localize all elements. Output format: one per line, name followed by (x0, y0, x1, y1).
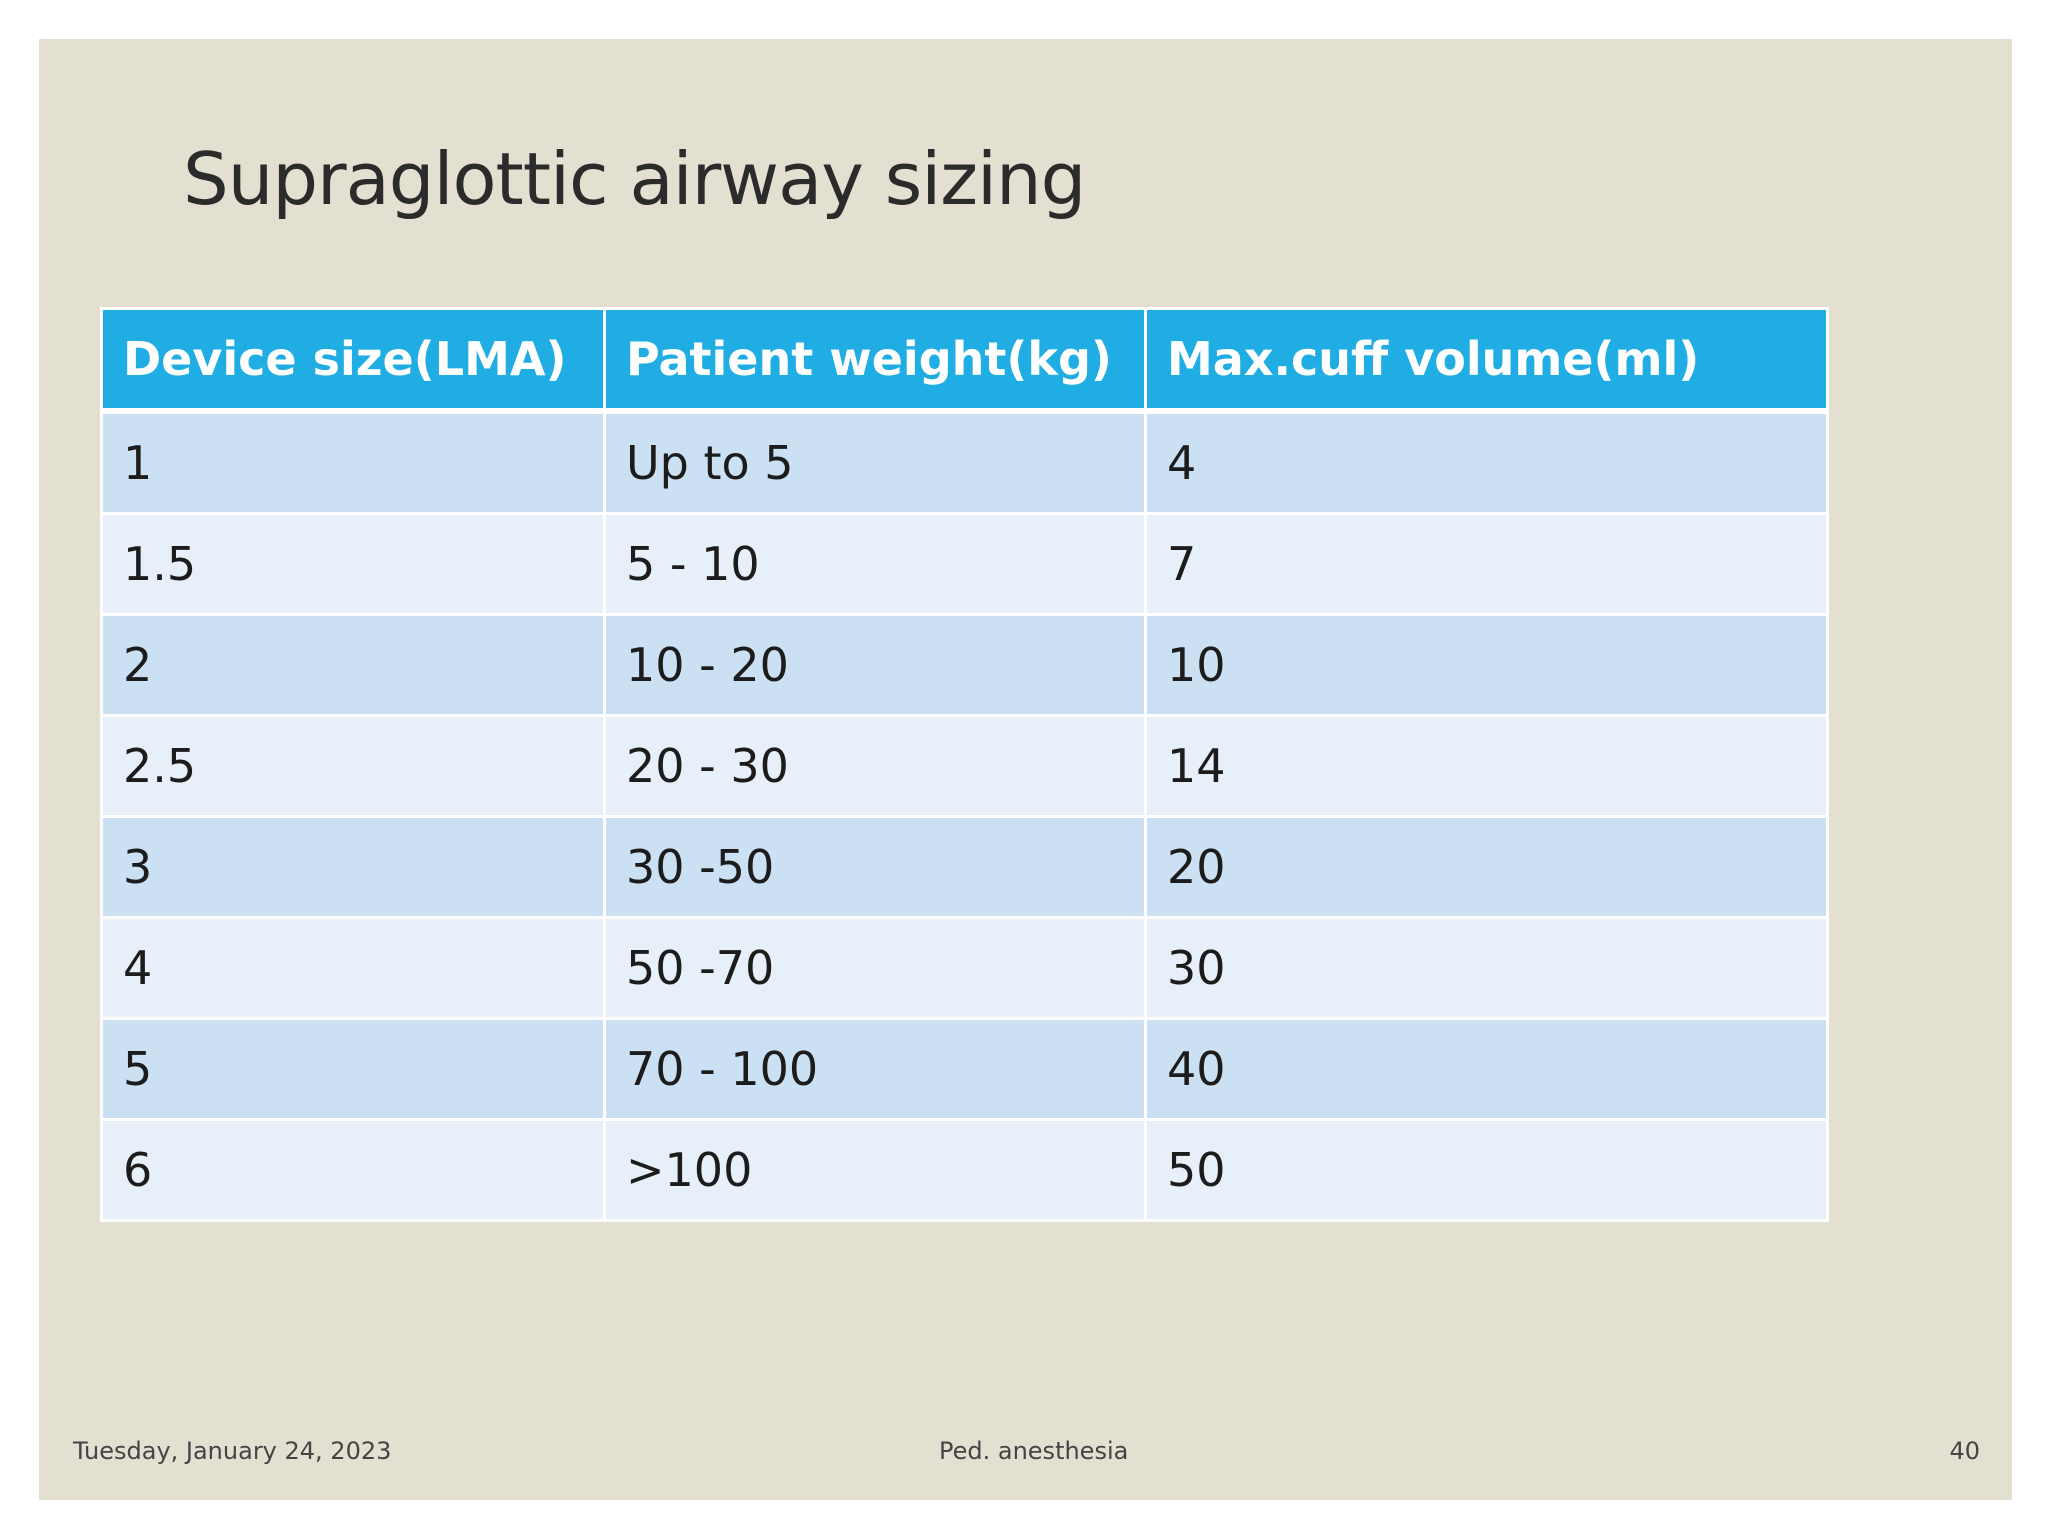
cuff-volume-cell: 4 (1144, 409, 1829, 515)
cuff-volume-cell: 50 (1144, 1118, 1829, 1222)
cuff-volume-cell: 30 (1144, 916, 1829, 1020)
cuff-volume-cell: 40 (1144, 1017, 1829, 1121)
sizing-table: Device size(LMA) Patient weight(kg) Max.… (100, 307, 1829, 1222)
table-header-row: Device size(LMA) Patient weight(kg) Max.… (100, 307, 1829, 414)
device-size-cell: 6 (100, 1118, 606, 1222)
patient-weight-cell: Up to 5 (603, 409, 1147, 515)
table-row: 3 30 -50 20 (100, 815, 1829, 919)
cuff-volume-cell: 10 (1144, 613, 1829, 717)
patient-weight-cell: 50 -70 (603, 916, 1147, 1020)
footer-title: Ped. anesthesia (939, 1437, 1129, 1465)
table-row: 5 70 - 100 40 (100, 1017, 1829, 1121)
cuff-volume-cell: 7 (1144, 512, 1829, 616)
device-size-cell: 4 (100, 916, 606, 1020)
table-row: 4 50 -70 30 (100, 916, 1829, 1020)
table-row: 2.5 20 - 30 14 (100, 714, 1829, 818)
patient-weight-cell: 20 - 30 (603, 714, 1147, 818)
header-device-size: Device size(LMA) (100, 307, 606, 414)
table-row: 1.5 5 - 10 7 (100, 512, 1829, 616)
table-row: 2 10 - 20 10 (100, 613, 1829, 717)
header-max-cuff-volume: Max.cuff volume(ml) (1144, 307, 1829, 414)
slide-title: Supraglottic airway sizing (183, 137, 1086, 221)
slide-number: 40 (1949, 1437, 1980, 1465)
patient-weight-cell: 5 - 10 (603, 512, 1147, 616)
table-row: 1 Up to 5 4 (100, 409, 1829, 515)
cuff-volume-cell: 20 (1144, 815, 1829, 919)
patient-weight-cell: 70 - 100 (603, 1017, 1147, 1121)
patient-weight-cell: 30 -50 (603, 815, 1147, 919)
cuff-volume-cell: 14 (1144, 714, 1829, 818)
device-size-cell: 1.5 (100, 512, 606, 616)
device-size-cell: 2.5 (100, 714, 606, 818)
device-size-cell: 5 (100, 1017, 606, 1121)
header-patient-weight: Patient weight(kg) (603, 307, 1147, 414)
device-size-cell: 1 (100, 409, 606, 515)
slide: Supraglottic airway sizing Device size(L… (39, 39, 2012, 1500)
device-size-cell: 3 (100, 815, 606, 919)
table-row: 6 >100 50 (100, 1118, 1829, 1222)
footer-date: Tuesday, January 24, 2023 (73, 1437, 392, 1465)
patient-weight-cell: >100 (603, 1118, 1147, 1222)
device-size-cell: 2 (100, 613, 606, 717)
patient-weight-cell: 10 - 20 (603, 613, 1147, 717)
